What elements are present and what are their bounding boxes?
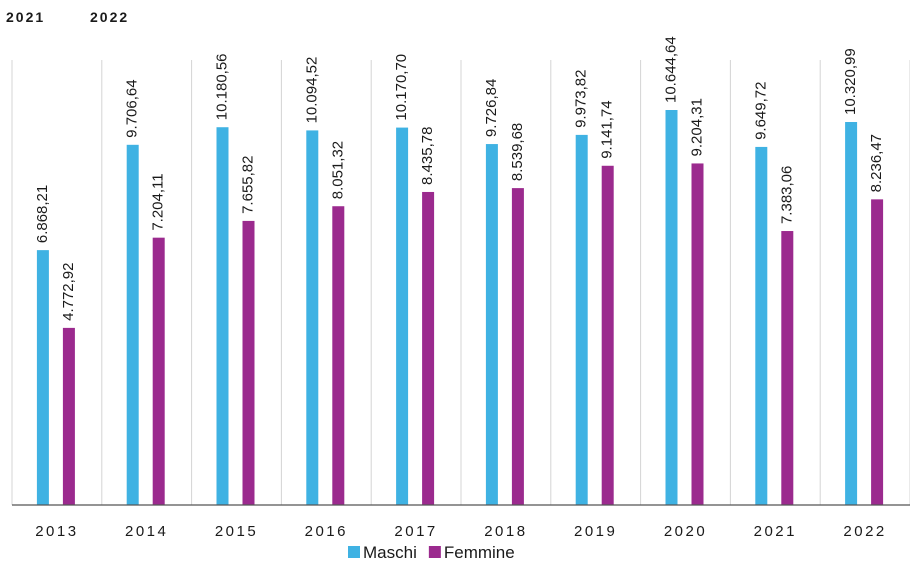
value-label: 10.320,99: [842, 48, 859, 115]
bar: [511, 188, 524, 505]
bar: [691, 163, 704, 506]
x-tick-label: 2015: [215, 523, 258, 540]
x-tick-label: 2020: [664, 523, 707, 540]
value-label: 9.649,72: [752, 82, 769, 140]
value-label: 7.383,06: [778, 166, 795, 224]
x-tick-label: 2019: [574, 523, 617, 540]
header-label: 2021: [6, 9, 45, 25]
value-label: 9.726,84: [483, 79, 500, 137]
value-label: 9.204,31: [688, 98, 705, 156]
value-label: 10.094,52: [303, 57, 320, 124]
value-label: 9.706,64: [124, 79, 141, 137]
value-label: 7.204,11: [150, 173, 167, 230]
x-tick-label: 2013: [35, 523, 78, 540]
value-label: 4.772,92: [60, 262, 77, 320]
bar: [242, 220, 255, 506]
value-label: 6.868,21: [34, 185, 51, 243]
legend-label: Femmine: [444, 543, 515, 562]
bar: [306, 130, 319, 505]
bar: [152, 237, 165, 505]
x-tick-label: 2022: [843, 523, 886, 540]
legend-swatch: [348, 546, 360, 558]
value-label: 10.180,56: [213, 53, 230, 120]
bar: [485, 144, 498, 505]
bar: [396, 127, 409, 505]
bar: [665, 110, 678, 505]
value-label: 10.644,64: [662, 36, 679, 103]
value-label: 8.539,68: [509, 123, 526, 181]
value-label: 7.655,82: [239, 156, 256, 214]
bar: [781, 231, 794, 505]
legend-label: Maschi: [363, 543, 417, 562]
value-label: 8.435,78: [419, 127, 436, 185]
x-tick-label: 2014: [125, 523, 168, 540]
bar: [36, 250, 49, 505]
x-tick-label: 2021: [754, 523, 797, 540]
bar: [422, 191, 435, 505]
x-tick-label: 2016: [305, 523, 348, 540]
value-label: 9.141,74: [599, 100, 616, 158]
bar: [755, 146, 768, 505]
value-label: 10.170,70: [393, 54, 410, 121]
bar: [332, 206, 345, 505]
legend-swatch: [428, 546, 441, 558]
bar: [575, 134, 588, 505]
bar: [601, 165, 614, 506]
bar: [845, 122, 858, 506]
value-label: 8.236,47: [868, 134, 885, 192]
value-label: 8.051,32: [329, 141, 346, 199]
bar: [126, 144, 139, 505]
x-tick-label: 2017: [394, 523, 437, 540]
header-label: 2022: [90, 9, 129, 25]
bar: [62, 327, 75, 505]
value-label: 9.973,82: [573, 70, 590, 128]
bar: [871, 199, 884, 506]
bar: [216, 127, 229, 506]
x-tick-label: 2018: [484, 523, 527, 540]
